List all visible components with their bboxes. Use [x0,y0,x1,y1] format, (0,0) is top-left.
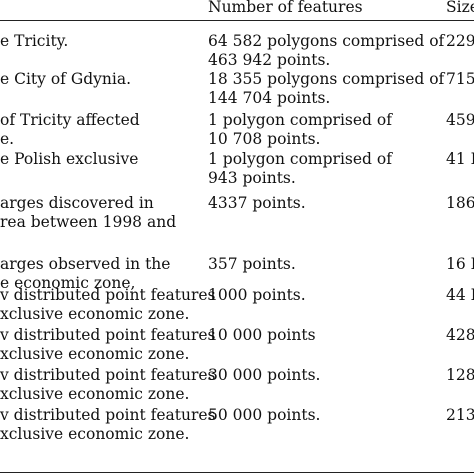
features-cell: 1 polygon comprised of 10 708 points. [208,111,392,149]
header-number-of-features: Number of features [208,0,363,16]
cell-line: 1 polygon comprised of [208,111,392,129]
description-cell: v distributed point features xclusive eco… [0,406,216,444]
cell-line: rea between 1998 and [0,213,177,231]
cell-line: of Tricity affected [0,111,140,129]
features-cell: 1000 points. [208,286,306,305]
cell-line: 428 [446,326,474,344]
features-cell: 357 points. [208,255,296,274]
cell-line: e Polish exclusive [0,150,139,168]
cell-line: v distributed point features [0,406,216,424]
cell-line: 715 [446,70,474,88]
cell-line: 10 000 points [208,326,316,344]
header-rule [0,20,474,21]
cell-line: 144 704 points. [208,89,331,107]
cell-line: e City of Gdynia. [0,70,131,88]
cell-line: 41 K [446,150,474,168]
size-cell: 715 [446,70,474,89]
description-cell: of Tricity affected e. [0,111,140,149]
features-cell: 4337 points. [208,194,306,213]
size-cell: 213 [446,406,474,425]
size-cell: 16 K [446,255,474,274]
description-cell: arges discovered in rea between 1998 and [0,194,176,232]
cell-line: 128 [446,366,474,384]
description-cell: e Polish exclusive [0,150,138,169]
cell-line: 943 points. [208,169,296,187]
cell-line: xclusive economic zone. [0,425,190,443]
size-cell: 44 K [446,286,474,305]
cell-line: 30 000 points. [208,366,321,384]
features-cell: 10 000 points [208,326,316,345]
description-cell: v distributed point features xclusive eco… [0,286,216,324]
description-cell: e City of Gdynia. [0,70,131,89]
description-cell: v distributed point features xclusive eco… [0,326,216,364]
cell-line: 16 K [446,255,474,273]
cell-line: xclusive economic zone. [0,345,190,363]
cell-line: xclusive economic zone. [0,305,190,323]
cell-line: 4337 points. [208,194,306,212]
cell-line: v distributed point features [0,366,216,384]
cell-line: 64 582 polygons comprised of [208,32,445,50]
cell-line: 44 K [446,286,474,304]
cell-line: e Tricity. [0,32,69,50]
features-cell: 18 355 polygons comprised of 144 704 poin… [208,70,444,108]
description-cell: v distributed point features xclusive eco… [0,366,216,404]
cell-line: 229 [446,32,474,50]
cell-line: 18 355 polygons comprised of [208,70,445,88]
cell-line: arges observed in the [0,255,171,273]
cell-line: v distributed point features [0,286,216,304]
cell-line: 463 942 points. [208,51,331,69]
size-cell: 41 K [446,150,474,169]
features-cell: 1 polygon comprised of 943 points. [208,150,392,188]
size-cell: 128 [446,366,474,385]
cell-line: arges discovered in [0,194,154,212]
cell-line: e economic zone, [0,274,136,292]
size-cell: 459 [446,111,474,130]
cell-line: 459 [446,111,474,129]
cell-line: 1 polygon comprised of [208,150,392,168]
size-cell: 186 [446,194,474,213]
features-cell: 64 582 polygons comprised of 463 942 poin… [208,32,444,70]
size-cell: 428 [446,326,474,345]
description-cell: arges observed in the e economic zone, [0,255,170,293]
features-cell: 50 000 points. [208,406,320,425]
description-cell: e Tricity. [0,32,68,51]
features-cell: 30 000 points. [208,366,320,385]
bottom-rule [0,472,474,473]
cell-line: xclusive economic zone. [0,385,190,403]
cell-line: e. [0,130,15,148]
cell-line: 50 000 points. [208,406,321,424]
size-cell: 229 [446,32,474,51]
cell-line: 10 708 points. [208,130,321,148]
cell-line: 1000 points. [208,286,306,304]
cell-line: v distributed point features [0,326,216,344]
cell-line: 357 points. [208,255,296,273]
cell-line: 213 [446,406,474,424]
cell-line: 186 [446,194,474,212]
